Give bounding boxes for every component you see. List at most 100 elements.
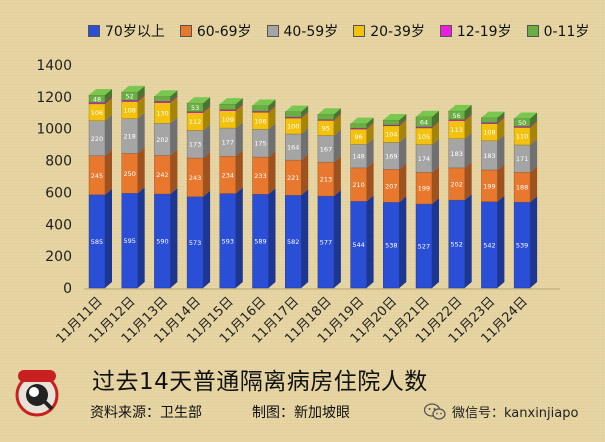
bar-segment [383,136,407,170]
bar-segment [317,190,341,289]
data-label: 113 [450,126,462,134]
bar-side [530,112,538,127]
data-label: 220 [91,135,103,143]
bar-side [170,117,178,156]
data-label: 207 [385,182,397,190]
bar-segment [448,161,472,201]
bar-side [105,96,112,104]
bar-side [203,190,211,288]
bar-side [464,194,472,288]
bar-segment [350,123,374,145]
data-label: 234 [222,171,234,179]
bar-segment [88,149,112,196]
bar-side [235,104,243,129]
data-label: 199 [418,185,430,193]
data-label: 542 [483,241,495,249]
data-label: 95 [322,124,330,132]
data-label: 130 [156,109,168,117]
data-label: 148 [352,153,364,161]
bar-segment [513,138,538,173]
bar-front [383,119,400,126]
bar-side [301,112,309,134]
data-label: 593 [222,237,234,245]
legend-swatch [266,25,279,37]
data-label: 202 [156,136,168,144]
bar-segment [121,112,145,154]
legend-label: 60-69岁 [196,24,252,40]
bar-side [137,187,145,288]
bar-side [203,152,211,197]
bar-side [464,132,472,168]
bar-front [350,123,367,129]
data-label: 221 [287,174,299,182]
logo-icon [12,368,62,418]
legend-item-4: 12-19岁 [439,21,512,41]
bar-top [89,88,112,95]
bar-segment [448,132,472,169]
bar-side [333,156,341,197]
data-label: 589 [254,238,266,246]
bar-segment [415,121,439,145]
legend-swatch [353,25,366,37]
bar-top [481,111,505,118]
bar-side [497,117,505,141]
data-label: 110 [516,133,528,141]
data-label: 108 [123,107,135,115]
data-label: 218 [123,133,135,141]
y-tick-label: 400 [45,217,72,233]
bar-side [301,111,309,119]
data-label: 169 [385,152,397,160]
bar-side [432,138,439,173]
bar-side [203,97,211,112]
bar-segment [350,138,374,169]
bar-segment [121,147,145,194]
bar-side [170,95,178,103]
bar-segment [415,138,439,173]
bar-side [432,166,439,205]
data-label: 108 [483,129,495,137]
bar-segment [481,117,505,142]
bar-segment [154,96,178,124]
bar-side [137,85,145,101]
data-label: 50 [518,119,526,127]
legend-label: 0-11岁 [543,24,590,40]
bar-segment [285,154,309,196]
chart-title: 过去14天普通隔离病房住院人数 [92,369,428,395]
bar-side [203,105,211,113]
bar-top [416,110,439,117]
data-label: 112 [189,118,201,126]
bar-segment [186,190,211,289]
bar-side [366,117,374,129]
bar-segment [252,106,276,130]
bar-side [137,95,145,119]
bar-segment [285,127,309,161]
y-tick-label: 0 [63,281,72,297]
bar-side [432,121,439,145]
data-label: 573 [189,239,201,247]
wechat-label: 微信号：kanxinjiapo [452,406,579,421]
y-tick-label: 600 [45,185,72,201]
bar-side [366,138,374,168]
bar-side [235,98,243,110]
bar-side [432,110,439,127]
bar-front [317,114,335,120]
bar-segment [350,161,374,202]
data-label: 105 [418,133,430,141]
wechat-icon [424,402,446,420]
bar-side [170,188,178,288]
data-label: 595 [123,237,135,245]
bar-top [317,108,341,115]
legend-item-2: 40-59岁 [266,21,338,41]
data-label: 173 [189,141,201,149]
bar-side [301,189,309,288]
data-label: 106 [91,109,103,117]
legend-swatch [439,25,452,37]
bar-segment [121,95,145,119]
bar-side [366,161,374,202]
bar-side [105,88,112,103]
bar-front [154,96,171,102]
bar-front [252,105,269,112]
bar-segment [285,189,309,289]
bar-top [154,90,178,97]
data-label: 582 [287,238,299,246]
